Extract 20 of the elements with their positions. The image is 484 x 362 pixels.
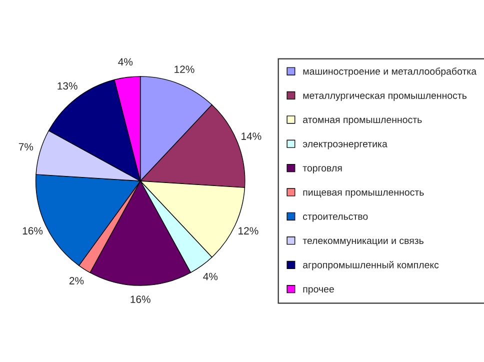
legend-label: электроэнергетика: [302, 142, 388, 150]
legend-label: прочее: [303, 287, 334, 294]
data-label: 4%: [118, 58, 133, 66]
legend-label: машиностроение и металлообработка: [303, 68, 477, 77]
data-label: 13%: [58, 82, 78, 90]
data-label: 12%: [174, 66, 194, 73]
data-label: 7%: [18, 143, 34, 151]
legend-label: металлургическая промышленность: [303, 94, 467, 101]
legend-label: торговля: [302, 166, 342, 174]
legend-label: пищевая промышленность: [303, 190, 424, 198]
data-label: 14%: [242, 132, 262, 140]
data-label: 12%: [238, 227, 258, 234]
legend-label: строительство: [303, 214, 368, 222]
legend-label: атомная промышленность: [303, 118, 422, 126]
data-label: 2%: [69, 277, 84, 284]
data-label: 4%: [203, 272, 218, 280]
data-label: 16%: [130, 296, 150, 303]
legend-label: агропромышленный комплекс: [303, 261, 439, 270]
data-label: 16%: [22, 227, 43, 235]
legend-label: телекоммуникации и связь: [302, 238, 424, 246]
